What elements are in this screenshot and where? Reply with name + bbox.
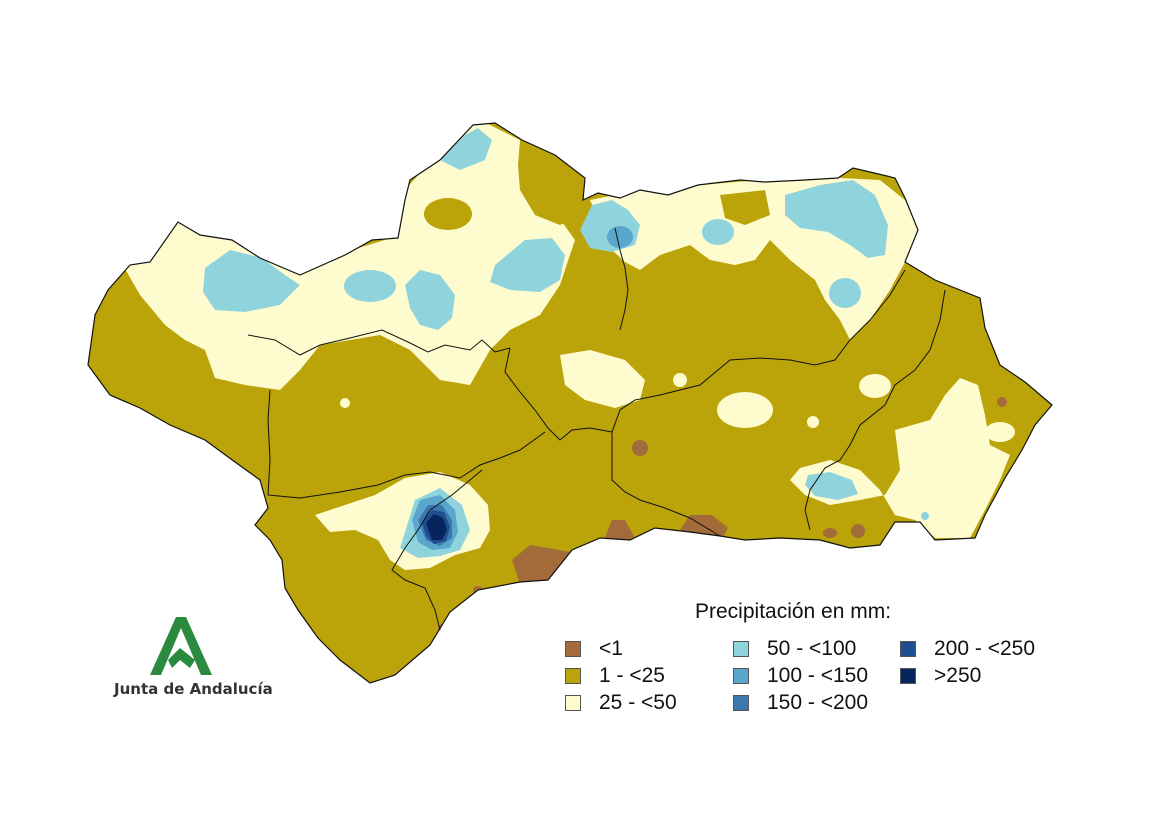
legend-title: Precipitación en mm: <box>695 600 892 623</box>
legend-swatch <box>900 668 916 684</box>
zone-25-50-dot-2 <box>807 416 819 428</box>
zone-50-100-northeast <box>785 180 888 258</box>
zone-25-50-east-small-1 <box>859 374 891 398</box>
province-borders <box>247 227 946 631</box>
zone-under-1-dot-1 <box>632 440 648 456</box>
legend-swatch <box>565 641 581 657</box>
zone-under-1-malaga-coast <box>512 545 600 585</box>
legend-swatch <box>733 641 749 657</box>
zone-100-150-jaen <box>607 226 633 248</box>
zone-over-250-southwest <box>426 514 447 540</box>
zone-1-25-northeast-hole <box>518 140 585 225</box>
legend-swatch <box>733 668 749 684</box>
zone-25-50-center-dot <box>673 373 687 387</box>
zone-under-1-dot-3 <box>851 524 865 538</box>
legend-item: 25 - <50 <box>565 691 677 714</box>
zone-50-100-dot <box>921 512 929 520</box>
legend-label: 1 - <25 <box>599 664 665 687</box>
zone-50-100-west-center <box>344 270 396 302</box>
zone-50-100-jaen-2 <box>702 219 734 245</box>
logo-text: Junta de Andalucía <box>114 680 273 698</box>
junta-andalucia-logo-icon <box>150 617 212 675</box>
legend-label: 50 - <100 <box>767 637 857 660</box>
zone-50-100-southeast <box>805 472 858 500</box>
zone-50-100-north-center <box>490 238 565 292</box>
legend-item: 100 - <150 <box>733 664 869 687</box>
andalucia-region <box>87 122 1053 684</box>
zone-1-25-northeast-hole-2 <box>720 190 770 225</box>
zone-25-50-west-dot <box>340 398 350 408</box>
zone-50-100-river <box>405 270 455 330</box>
zone-under-1-dot-2 <box>997 397 1007 407</box>
legend-label: 200 - <250 <box>934 637 1036 660</box>
zone-50-100-west <box>203 250 300 312</box>
legend-label: <1 <box>599 637 623 660</box>
legend-item: 150 - <200 <box>733 691 869 714</box>
zone-under-1-dot-4 <box>823 528 837 538</box>
legend-label: 25 - <50 <box>599 691 677 714</box>
zone-25-50-north <box>120 123 575 390</box>
andalucia-outline <box>87 122 1053 684</box>
legend-swatch <box>733 695 749 711</box>
zone-25-50-east-small-2 <box>985 422 1015 442</box>
legend-item: 200 - <250 <box>900 637 1036 660</box>
legend-swatch <box>900 641 916 657</box>
legend-item: 50 - <100 <box>733 637 857 660</box>
legend-label: >250 <box>934 664 982 687</box>
zone-50-100-northeast-2 <box>829 278 861 308</box>
legend-item: <1 <box>565 637 623 660</box>
legend-swatch <box>565 668 581 684</box>
zone-25-50-east <box>790 378 1010 538</box>
zone-25-50-granada <box>717 392 773 428</box>
zone-25-50-center <box>560 350 645 408</box>
zone-50-100-north-top <box>440 128 492 170</box>
legend-swatch <box>565 695 581 711</box>
legend-item: 1 - <25 <box>565 664 665 687</box>
legend-label: 150 - <200 <box>767 691 869 714</box>
legend-item: >250 <box>900 664 982 687</box>
zone-1-25-north-hole <box>424 198 472 230</box>
legend-label: 100 - <150 <box>767 664 869 687</box>
